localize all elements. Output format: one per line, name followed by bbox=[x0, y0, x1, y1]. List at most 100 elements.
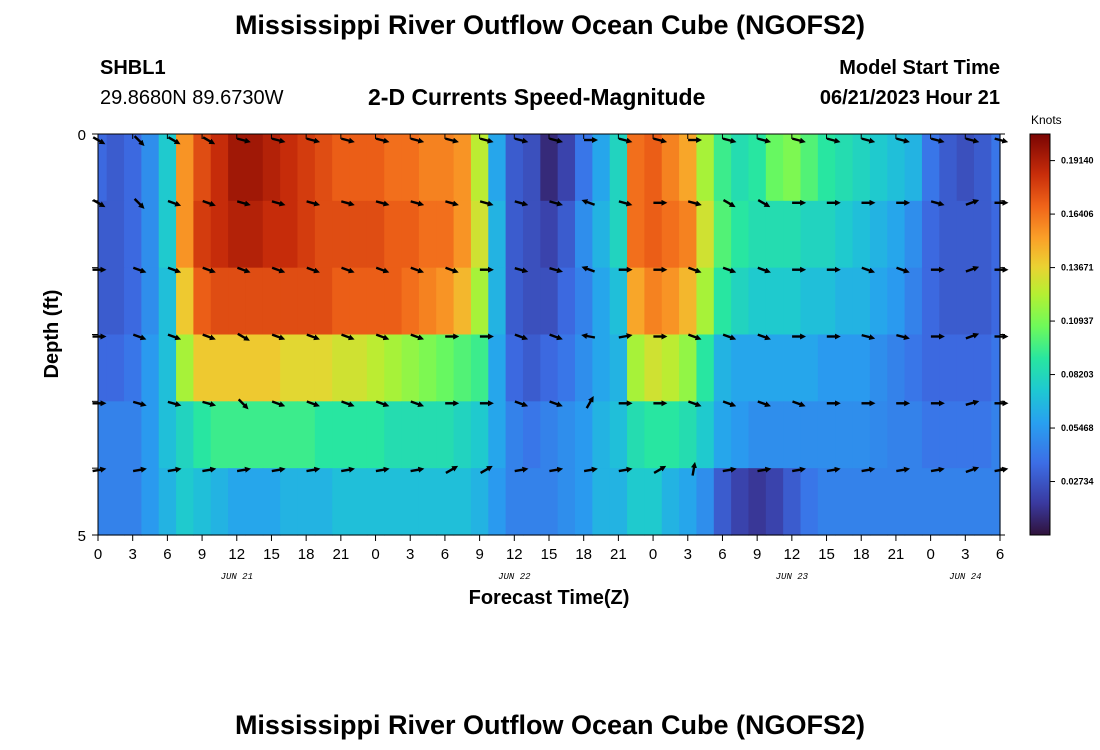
heat-cell bbox=[228, 200, 247, 269]
heat-cell bbox=[748, 401, 767, 469]
current-arrow bbox=[375, 137, 390, 144]
current-arrow bbox=[410, 466, 425, 473]
heat-cell bbox=[869, 267, 888, 336]
heat-cell bbox=[748, 334, 767, 402]
current-arrow bbox=[965, 265, 980, 273]
heat-cell bbox=[783, 468, 802, 536]
heat-cell bbox=[783, 401, 802, 469]
x-date-label: JUN 22 bbox=[498, 572, 531, 582]
heat-cell bbox=[176, 200, 195, 269]
heat-cell bbox=[349, 134, 368, 202]
current-arrow bbox=[375, 266, 390, 274]
heat-cell bbox=[609, 468, 628, 536]
current-arrow bbox=[306, 137, 321, 144]
heat-cell bbox=[679, 468, 698, 536]
heat-cell bbox=[349, 468, 368, 536]
current-arrow bbox=[167, 136, 181, 145]
heat-cell bbox=[921, 468, 940, 536]
heat-cell bbox=[245, 134, 264, 202]
heat-cell bbox=[904, 200, 923, 269]
heat-cell bbox=[366, 267, 385, 336]
current-arrow bbox=[757, 199, 771, 208]
heat-cell bbox=[783, 334, 802, 402]
heat-cell bbox=[973, 200, 992, 269]
current-arrow bbox=[341, 266, 355, 274]
heat-cell bbox=[141, 334, 160, 402]
heat-cell bbox=[141, 134, 160, 202]
heat-cell bbox=[228, 267, 247, 336]
current-arrow bbox=[722, 199, 736, 208]
current-arrow bbox=[687, 266, 702, 274]
current-arrow bbox=[306, 200, 321, 207]
heat-cell bbox=[575, 468, 593, 536]
heat-cell bbox=[731, 134, 750, 202]
heat-cell bbox=[193, 401, 212, 469]
heat-cell bbox=[401, 334, 420, 402]
station-coordinates: 29.8680N 89.6730W bbox=[100, 87, 284, 109]
heat-cell bbox=[783, 200, 802, 269]
current-arrow bbox=[581, 333, 596, 339]
heat-cell bbox=[106, 200, 125, 269]
heat-cell bbox=[332, 134, 351, 202]
current-arrow bbox=[375, 333, 390, 341]
current-arrow bbox=[549, 466, 564, 473]
heat-cell bbox=[176, 134, 195, 202]
heat-cell bbox=[731, 334, 750, 402]
heat-cell bbox=[817, 401, 836, 469]
heat-cell bbox=[869, 334, 888, 402]
heat-cell bbox=[939, 134, 958, 202]
heat-cell bbox=[297, 267, 316, 336]
current-arrow bbox=[133, 135, 145, 147]
heat-cell bbox=[956, 401, 975, 469]
heat-cell bbox=[991, 334, 1001, 402]
heat-cell bbox=[314, 200, 333, 269]
heat-cell bbox=[557, 134, 576, 202]
heat-cell bbox=[436, 200, 455, 269]
current-arrow bbox=[581, 265, 596, 273]
heat-cell bbox=[488, 134, 507, 202]
heat-cell bbox=[991, 468, 1001, 536]
heat-cell bbox=[384, 468, 403, 536]
current-arrow bbox=[340, 137, 355, 144]
heat-cell bbox=[575, 200, 593, 269]
current-arrow bbox=[514, 137, 529, 144]
heat-cell bbox=[661, 401, 680, 469]
heat-cell bbox=[800, 401, 819, 469]
current-arrow bbox=[236, 200, 251, 207]
heat-cell bbox=[418, 401, 437, 469]
current-arrow bbox=[861, 466, 876, 473]
heat-cell bbox=[505, 134, 524, 202]
heat-cell bbox=[470, 401, 489, 469]
heat-cell bbox=[939, 334, 958, 402]
x-tick-label: 6 bbox=[441, 546, 449, 563]
heat-cell bbox=[332, 468, 351, 536]
heat-cell bbox=[904, 468, 923, 536]
heat-cell bbox=[366, 468, 385, 536]
current-arrow bbox=[691, 461, 697, 476]
heat-cell bbox=[210, 134, 229, 202]
heat-cell bbox=[644, 334, 663, 402]
current-arrow bbox=[236, 266, 251, 274]
heat-cell bbox=[644, 267, 663, 336]
heat-cell bbox=[557, 401, 576, 469]
heat-cell bbox=[210, 334, 229, 402]
x-tick-label: 3 bbox=[406, 546, 414, 563]
heat-cell bbox=[228, 334, 247, 402]
heat-cell bbox=[748, 200, 767, 269]
current-arrow bbox=[132, 266, 147, 274]
heat-cell bbox=[869, 200, 888, 269]
current-arrow bbox=[271, 266, 286, 274]
heat-cell bbox=[904, 134, 923, 202]
heat-cell bbox=[973, 134, 992, 202]
heat-cell bbox=[228, 134, 247, 202]
x-tick-label: 0 bbox=[926, 546, 934, 563]
heat-cell bbox=[765, 134, 784, 202]
heat-cell bbox=[418, 334, 437, 402]
current-arrow bbox=[930, 466, 945, 473]
heat-cell bbox=[106, 401, 125, 469]
heat-cell bbox=[418, 200, 437, 269]
current-arrow bbox=[445, 266, 459, 274]
current-arrow bbox=[896, 266, 910, 274]
heat-cell bbox=[522, 401, 541, 469]
heat-cell bbox=[852, 200, 871, 269]
